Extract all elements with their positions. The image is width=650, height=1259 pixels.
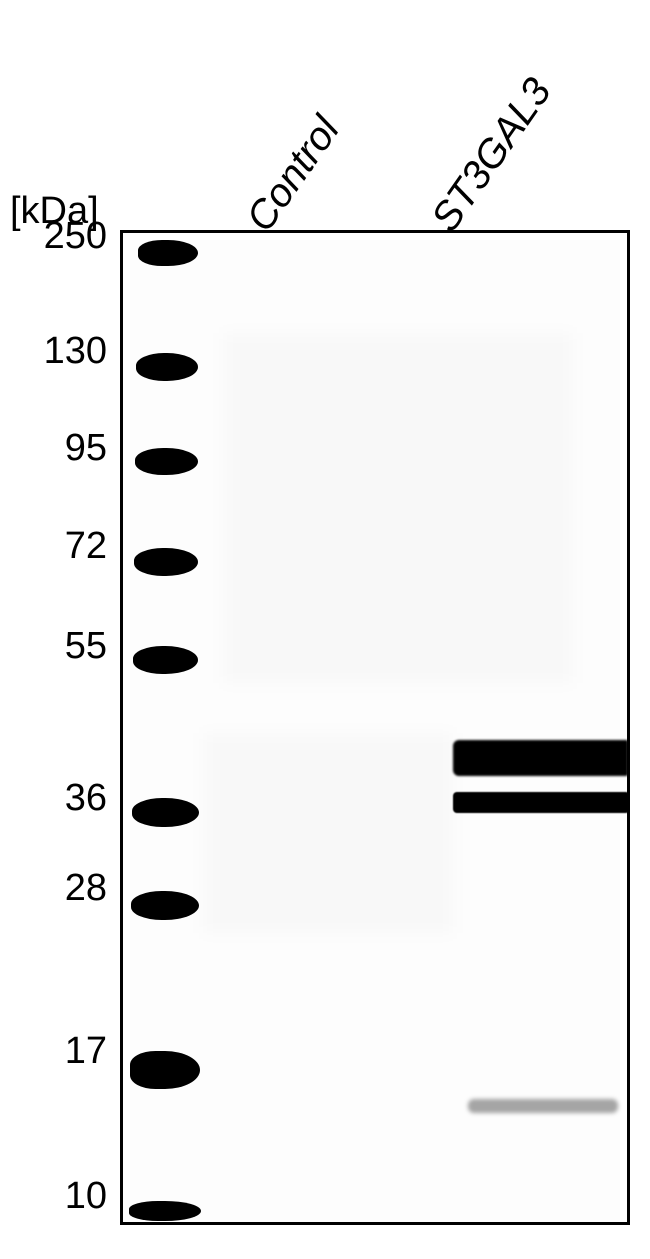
- ladder-band: [138, 240, 198, 266]
- mw-label: 130: [32, 330, 107, 373]
- ladder-band: [130, 1051, 200, 1089]
- mw-label: 72: [32, 525, 107, 568]
- mw-label: 250: [32, 215, 107, 258]
- lane-label-sample: ST3GAL3: [423, 70, 561, 240]
- sample-band-upper: [453, 740, 628, 776]
- mw-label: 17: [32, 1030, 107, 1073]
- ladder-band: [132, 798, 199, 827]
- lane-label-control: Control: [238, 109, 349, 240]
- ladder-band: [134, 548, 198, 576]
- mw-label: 55: [32, 625, 107, 668]
- blot-membrane: [120, 230, 630, 1225]
- mw-label: 10: [32, 1175, 107, 1218]
- western-blot-figure: [kDa] Control ST3GAL3 250 130 95 72 55 3…: [0, 0, 650, 1259]
- background-noise: [223, 333, 573, 683]
- sample-band-faint: [468, 1099, 618, 1113]
- ladder-band: [136, 353, 198, 381]
- sample-band-lower: [453, 792, 628, 813]
- background-noise: [203, 733, 453, 933]
- ladder-band: [131, 891, 199, 920]
- mw-label: 36: [32, 777, 107, 820]
- mw-label: 95: [32, 427, 107, 470]
- ladder-band: [129, 1201, 201, 1221]
- ladder-band: [135, 448, 198, 475]
- ladder-band: [133, 646, 198, 674]
- mw-label: 28: [32, 867, 107, 910]
